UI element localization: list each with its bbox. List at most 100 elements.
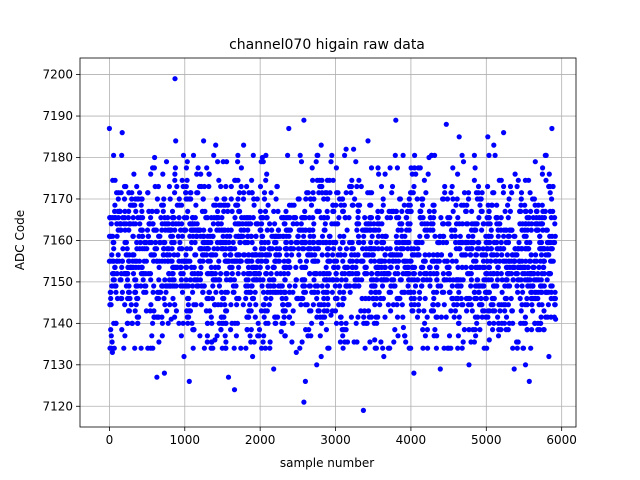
data-point bbox=[181, 353, 187, 360]
data-point bbox=[442, 183, 448, 190]
data-point bbox=[438, 215, 444, 221]
data-point bbox=[221, 314, 227, 320]
data-point bbox=[261, 333, 267, 339]
data-point bbox=[147, 271, 154, 277]
data-point bbox=[273, 320, 279, 326]
data-point bbox=[115, 215, 121, 221]
data-point bbox=[531, 277, 537, 283]
data-point bbox=[184, 177, 190, 183]
data-point bbox=[272, 221, 278, 227]
data-point bbox=[237, 208, 243, 214]
data-point bbox=[456, 320, 462, 326]
data-point bbox=[215, 208, 221, 214]
data-point bbox=[215, 246, 221, 252]
data-point bbox=[310, 190, 316, 196]
data-point bbox=[498, 215, 504, 221]
data-point bbox=[322, 221, 328, 227]
data-point bbox=[524, 227, 531, 233]
data-point bbox=[440, 271, 446, 277]
data-point bbox=[462, 239, 468, 246]
data-point bbox=[311, 271, 317, 277]
data-point bbox=[427, 215, 433, 221]
data-point bbox=[134, 295, 140, 302]
data-point bbox=[362, 271, 368, 277]
data-point bbox=[319, 283, 325, 289]
data-point bbox=[399, 302, 405, 308]
data-point bbox=[201, 233, 207, 239]
data-point bbox=[533, 252, 539, 258]
data-point bbox=[216, 177, 222, 183]
data-point bbox=[150, 320, 156, 326]
data-point bbox=[198, 183, 204, 190]
data-point bbox=[363, 227, 369, 233]
data-point bbox=[340, 208, 346, 214]
data-point bbox=[541, 271, 547, 277]
data-point bbox=[384, 277, 390, 283]
data-point bbox=[447, 215, 453, 221]
data-point bbox=[204, 339, 210, 345]
data-point bbox=[187, 246, 194, 252]
data-point bbox=[360, 407, 366, 413]
data-point bbox=[228, 252, 234, 258]
data-point bbox=[302, 378, 308, 384]
data-point bbox=[161, 370, 167, 376]
data-point bbox=[537, 239, 543, 246]
data-point bbox=[222, 333, 228, 339]
data-point bbox=[176, 202, 183, 208]
data-point bbox=[404, 208, 411, 214]
data-point bbox=[248, 339, 254, 345]
data-point bbox=[299, 339, 305, 345]
data-point bbox=[333, 239, 339, 246]
data-point bbox=[226, 239, 232, 246]
data-point bbox=[342, 215, 348, 221]
data-point bbox=[535, 320, 541, 326]
data-point bbox=[311, 221, 317, 227]
data-point bbox=[298, 295, 304, 302]
data-point bbox=[302, 239, 308, 246]
data-point bbox=[148, 302, 154, 308]
data-point bbox=[163, 159, 170, 165]
data-point bbox=[479, 227, 485, 233]
data-point bbox=[361, 314, 367, 320]
data-point bbox=[135, 196, 142, 202]
data-point bbox=[193, 252, 199, 258]
data-point bbox=[541, 258, 548, 264]
data-point bbox=[476, 215, 482, 221]
data-point bbox=[523, 258, 529, 264]
data-point bbox=[435, 252, 441, 258]
data-point bbox=[495, 271, 501, 277]
data-point bbox=[437, 366, 443, 372]
data-point bbox=[323, 264, 329, 270]
data-point bbox=[417, 233, 423, 239]
data-point bbox=[126, 295, 132, 302]
data-point bbox=[546, 183, 552, 190]
data-point bbox=[409, 277, 415, 283]
data-point bbox=[184, 264, 190, 270]
data-points bbox=[106, 76, 559, 413]
data-point bbox=[188, 190, 194, 196]
data-point bbox=[400, 246, 406, 252]
data-point bbox=[532, 258, 538, 264]
data-point bbox=[151, 283, 157, 289]
data-point bbox=[133, 283, 139, 289]
data-point bbox=[516, 258, 522, 264]
data-point bbox=[514, 283, 520, 289]
data-point bbox=[447, 277, 453, 283]
data-point bbox=[183, 165, 189, 171]
data-point bbox=[379, 239, 385, 246]
data-point bbox=[223, 308, 229, 314]
data-point bbox=[333, 271, 339, 277]
data-point bbox=[325, 302, 331, 308]
data-point bbox=[376, 171, 382, 177]
data-point bbox=[258, 215, 264, 221]
data-point bbox=[268, 295, 274, 302]
data-point bbox=[249, 177, 255, 183]
data-point bbox=[375, 221, 381, 227]
data-point bbox=[221, 208, 227, 214]
data-point bbox=[200, 289, 206, 295]
data-point bbox=[366, 295, 372, 302]
data-point bbox=[247, 333, 253, 339]
data-point bbox=[425, 345, 431, 351]
data-point bbox=[150, 345, 156, 351]
data-point bbox=[421, 308, 427, 314]
